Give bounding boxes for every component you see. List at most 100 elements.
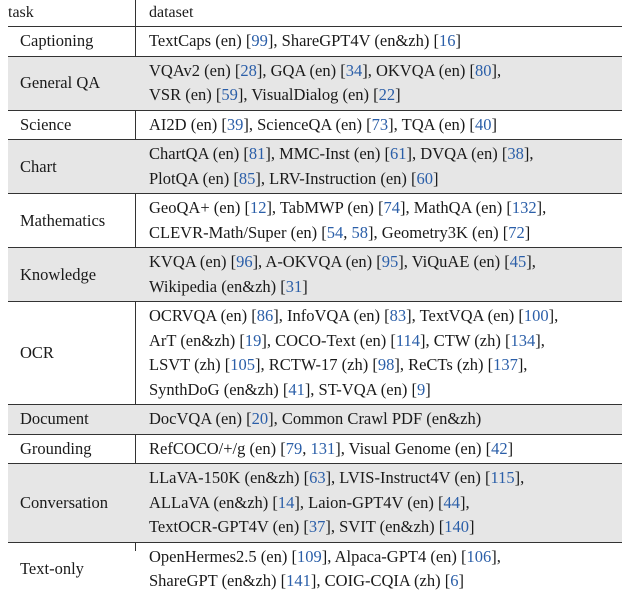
citation-link[interactable]: 105 xyxy=(230,355,256,374)
dataset-text: ], ShareGPT4V (en&zh) [ xyxy=(267,31,439,50)
citation-link[interactable]: 44 xyxy=(443,492,460,512)
citation-link[interactable]: 100 xyxy=(523,306,549,325)
citation-link[interactable]: 134 xyxy=(510,330,536,350)
dataset-text: ], TextVQA (en) [ xyxy=(406,306,524,325)
citation-link[interactable]: 99 xyxy=(251,31,268,50)
citation-link[interactable]: 37 xyxy=(308,517,326,536)
citation-link[interactable]: 20 xyxy=(251,409,269,428)
citation-link[interactable]: 98 xyxy=(377,355,395,374)
citation-link[interactable]: 39 xyxy=(226,114,244,134)
citation-link[interactable]: 109 xyxy=(296,546,322,566)
dataset-line: LLaVA-150K (en&zh) [63], LVIS-Instruct4V… xyxy=(149,466,622,491)
table-row: Text-only OpenHermes2.5 (en) [109], Alpac… xyxy=(8,543,622,596)
table-row: Chart ChartQA (en) [81], MMC-Inst (en) [6… xyxy=(8,140,622,194)
task-cell: Grounding xyxy=(20,438,92,458)
task-cell: Science xyxy=(20,114,72,134)
dataset-cell: VQAv2 (en) [28], GQA (en) [34], OKVQA (e… xyxy=(149,57,622,110)
dataset-line: PlotQA (en) [85], LRV-Instruction (en) [… xyxy=(149,167,622,192)
dataset-text: TextOCR-GPT4V (en) [ xyxy=(149,517,309,536)
dataset-cell: RefCOCO/+/g (en) [79, 131], Visual Genom… xyxy=(149,435,622,464)
dataset-text: ], LRV-Instruction (en) [ xyxy=(255,168,417,188)
citation-link[interactable]: 85 xyxy=(238,168,256,188)
citation-link[interactable]: 45 xyxy=(509,252,527,271)
citation-link[interactable]: 59 xyxy=(221,85,238,104)
citation-link[interactable]: 72 xyxy=(508,222,525,242)
citation-link[interactable]: 6 xyxy=(450,571,459,590)
citation-link[interactable]: 28 xyxy=(240,60,257,80)
dataset-text: LLaVA-150K (en&zh) [ xyxy=(149,468,310,487)
citation-link[interactable]: 80 xyxy=(474,60,492,80)
task-column-header: task xyxy=(8,4,34,21)
dataset-line: ChartQA (en) [81], MMC-Inst (en) [61], D… xyxy=(149,142,622,167)
dataset-text: ], LVIS-Instruct4V (en) [ xyxy=(325,468,491,487)
dataset-cell: TextCaps (en) [99], ShareGPT4V (en&zh) [… xyxy=(149,27,622,56)
dataset-text: ], xyxy=(535,330,545,350)
dataset-text: ], xyxy=(526,252,536,271)
dataset-text: OpenHermes2.5 (en) [ xyxy=(149,546,297,566)
citation-link[interactable]: 54 xyxy=(326,222,344,242)
dataset-line: SynthDoG (en&zh) [41], ST-VQA (en) [9] xyxy=(149,378,622,403)
citation-link[interactable]: 115 xyxy=(490,468,515,487)
citation-link[interactable]: 22 xyxy=(378,85,396,104)
dataset-text: ], CTW (zh) [ xyxy=(420,330,511,350)
citation-link[interactable]: 95 xyxy=(381,252,399,271)
citation-link[interactable]: 63 xyxy=(309,468,326,487)
dataset-text: ], OKVQA (en) [ xyxy=(362,60,475,80)
dataset-text: ], xyxy=(459,492,470,512)
citation-link[interactable]: 40 xyxy=(474,114,492,134)
citation-link[interactable]: 79 xyxy=(285,438,303,458)
citation-link[interactable]: 38 xyxy=(507,144,524,163)
dataset-text: ] xyxy=(524,222,531,242)
citation-link[interactable]: 96 xyxy=(236,252,253,271)
citation-link[interactable]: 131 xyxy=(310,438,336,458)
dataset-text: ChartQA (en) [ xyxy=(149,144,249,163)
citation-link[interactable]: 19 xyxy=(244,330,262,350)
citation-link[interactable]: 31 xyxy=(285,276,303,296)
dataset-text: VSR (en) [ xyxy=(149,85,222,104)
citation-link[interactable]: 58 xyxy=(351,222,369,242)
citation-link[interactable]: 83 xyxy=(389,306,407,325)
citation-link[interactable]: 74 xyxy=(383,198,401,217)
citation-link[interactable]: 86 xyxy=(256,306,274,325)
dataset-text: LSVT (zh) [ xyxy=(149,355,231,374)
citation-link[interactable]: 41 xyxy=(288,379,305,399)
citation-link[interactable]: 9 xyxy=(416,379,426,399)
citation-link[interactable]: 132 xyxy=(511,198,537,217)
dataset-line: RefCOCO/+/g (en) [79, 131], Visual Genom… xyxy=(149,437,622,462)
citation-link[interactable]: 137 xyxy=(493,355,518,374)
dataset-text: ShareGPT (en&zh) [ xyxy=(149,571,287,590)
dataset-cell: DocVQA (en) [20], Common Crawl PDF (en&z… xyxy=(149,405,622,434)
citation-link[interactable]: 81 xyxy=(248,144,266,163)
dataset-text: ALLaVA (en&zh) [ xyxy=(149,492,278,512)
citation-link[interactable]: 60 xyxy=(416,168,434,188)
dataset-text: DocVQA (en) [ xyxy=(149,409,252,428)
dataset-line: TextOCR-GPT4V (en) [37], SVIT (en&zh) [1… xyxy=(149,515,622,540)
dataset-line: OCRVQA (en) [86], InfoVQA (en) [83], Tex… xyxy=(149,304,622,329)
task-cell: Conversation xyxy=(20,492,108,512)
table-row: Knowledge KVQA (en) [96], A-OKVQA (en) [9… xyxy=(8,248,622,302)
dataset-line: ALLaVA (en&zh) [14], Laion-GPT4V (en) [4… xyxy=(149,491,622,516)
dataset-text: ], Common Crawl PDF (en&zh) xyxy=(268,409,482,428)
table-row: Grounding RefCOCO/+/g (en) [79, 131], Vis… xyxy=(8,435,622,464)
citation-link[interactable]: 73 xyxy=(371,114,389,134)
citation-link[interactable]: 61 xyxy=(390,144,407,163)
dataset-text: ], Laion-GPT4V (en) [ xyxy=(294,492,444,512)
citation-link[interactable]: 106 xyxy=(466,546,492,566)
citation-link[interactable]: 16 xyxy=(438,31,456,50)
citation-link[interactable]: 140 xyxy=(444,517,469,536)
dataset-text: ], ReCTs (zh) [ xyxy=(394,355,494,374)
citation-link[interactable]: 34 xyxy=(345,60,363,80)
dataset-text: PlotQA (en) [ xyxy=(149,168,239,188)
dataset-table: task dataset Captioning TextCaps (en) [99… xyxy=(8,0,622,596)
dataset-line: OpenHermes2.5 (en) [109], Alpaca-GPT4 (e… xyxy=(149,545,622,570)
task-cell: General QA xyxy=(20,73,101,92)
citation-link[interactable]: 114 xyxy=(395,330,421,350)
citation-link[interactable]: 42 xyxy=(491,438,508,458)
citation-link[interactable]: 12 xyxy=(249,198,267,217)
dataset-text: ], Geometry3K (en) [ xyxy=(368,222,509,242)
dataset-text: CLEVR-Math/Super (en) [ xyxy=(149,222,327,242)
citation-link[interactable]: 141 xyxy=(286,571,311,590)
dataset-text: ], xyxy=(517,355,528,374)
dataset-cell: AI2D (en) [39], ScienceQA (en) [73], TQA… xyxy=(149,111,622,140)
citation-link[interactable]: 14 xyxy=(277,492,295,512)
